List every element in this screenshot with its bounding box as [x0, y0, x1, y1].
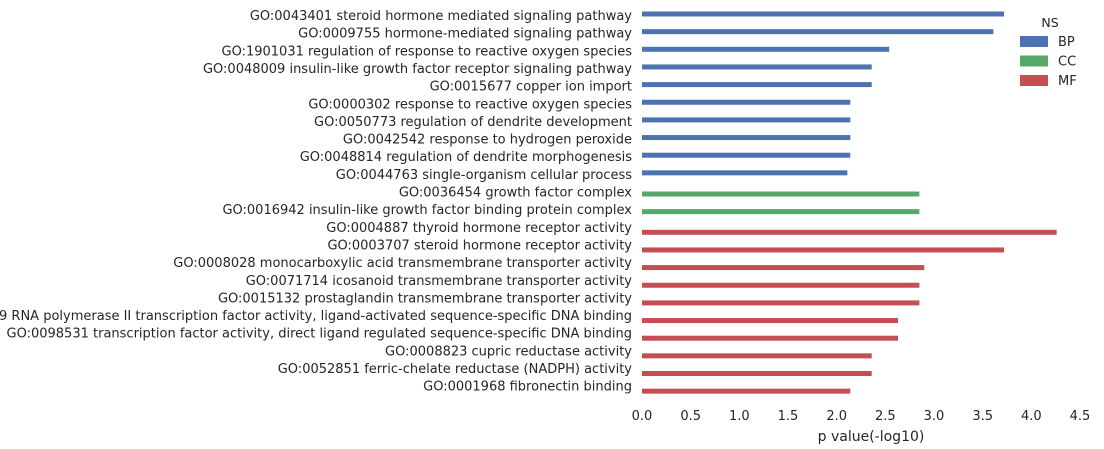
- legend: NS BP CC MF: [1020, 15, 1077, 89]
- category-label: GO:0052851 ferric-chelate reductase (NAD…: [278, 362, 633, 377]
- bar-5: [642, 82, 872, 88]
- category-label: GO:0016942 insulin-like growth factor bi…: [222, 203, 632, 218]
- x-tick-label: 4.0: [1021, 409, 1042, 424]
- bar-17: [642, 300, 920, 306]
- x-tick-label: 0.0: [632, 409, 653, 424]
- x-tick-label: 3.0: [924, 409, 945, 424]
- legend-title: NS: [1041, 15, 1058, 30]
- category-label: GO:0008028 monocarboxylic acid transmemb…: [173, 256, 632, 271]
- x-tick-label: 4.5: [1070, 409, 1091, 424]
- x-tick-label: 2.5: [875, 409, 896, 424]
- x-tick-label: 3.5: [972, 409, 993, 424]
- category-label: GO:0071714 icosanoid transmembrane trans…: [246, 274, 633, 289]
- category-label: GO:0048814 regulation of dendrite morpho…: [300, 150, 633, 165]
- legend-swatch-mf: [1020, 75, 1048, 86]
- bar-12: [642, 209, 920, 215]
- bar-16: [642, 282, 920, 288]
- bar-19: [642, 335, 898, 341]
- bars-group: [642, 11, 1057, 394]
- category-label: GO:0000302 response to reactive oxygen s…: [308, 97, 632, 112]
- x-tick-label: 1.5: [778, 409, 799, 424]
- bar-7: [642, 117, 851, 123]
- category-label: GO:0098531 transcription factor activity…: [7, 327, 632, 342]
- category-label: GO:0004879 RNA polymerase II transcripti…: [0, 309, 632, 324]
- x-tick-label: 0.5: [680, 409, 701, 424]
- category-labels: GO:0043401 steroid hormone mediated sign…: [0, 9, 632, 395]
- bar-15: [642, 265, 925, 271]
- legend-swatch-cc: [1020, 55, 1048, 67]
- category-label: GO:0043401 steroid hormone mediated sign…: [250, 9, 632, 24]
- bar-2: [642, 29, 994, 35]
- x-axis-ticks: 0.0 0.5 1.0 1.5 2.0 2.5 3.0 3.5 4.0 4.5: [632, 409, 1091, 424]
- legend-label-bp: BP: [1058, 35, 1075, 50]
- bar-8: [642, 135, 851, 141]
- category-label: GO:0036454 growth factor complex: [399, 186, 632, 201]
- bar-4: [642, 64, 872, 70]
- x-tick-label: 2.0: [826, 409, 847, 424]
- bar-9: [642, 152, 851, 158]
- category-label: GO:1901031 regulation of response to rea…: [222, 44, 633, 59]
- x-axis-title: p value(-log10): [818, 429, 925, 445]
- bar-1: [642, 11, 1005, 17]
- bar-6: [642, 99, 851, 105]
- category-label: GO:0003707 steroid hormone receptor acti…: [327, 238, 632, 253]
- legend-label-mf: MF: [1058, 74, 1077, 89]
- category-label: GO:0001968 fibronectin binding: [423, 380, 632, 395]
- category-label: GO:0044763 single-organism cellular proc…: [336, 168, 632, 183]
- bar-21: [642, 371, 872, 376]
- bar-18: [642, 318, 898, 324]
- x-tick-label: 1.0: [729, 409, 750, 424]
- category-label: GO:0015677 copper ion import: [430, 80, 632, 95]
- bar-22: [642, 388, 851, 394]
- category-label: GO:0004887 thyroid hormone receptor acti…: [326, 221, 632, 236]
- category-label: GO:0009755 hormone-mediated signaling pa…: [298, 27, 632, 42]
- category-label: GO:0042542 response to hydrogen peroxide: [343, 133, 632, 148]
- bar-10: [642, 170, 848, 176]
- bar-3: [642, 46, 890, 52]
- bar-20: [642, 353, 872, 359]
- category-label: GO:0008823 cupric reductase activity: [385, 344, 632, 359]
- category-label: GO:0015132 prostaglandin transmembrane t…: [218, 291, 632, 306]
- category-label: GO:0050773 regulation of dendrite develo…: [314, 115, 632, 130]
- bar-14: [642, 247, 1005, 253]
- legend-label-cc: CC: [1058, 55, 1076, 70]
- bar-13: [642, 229, 1057, 235]
- category-label: GO:0048009 insulin-like growth factor re…: [203, 62, 632, 77]
- legend-swatch-bp: [1020, 36, 1048, 47]
- bar-11: [642, 191, 920, 197]
